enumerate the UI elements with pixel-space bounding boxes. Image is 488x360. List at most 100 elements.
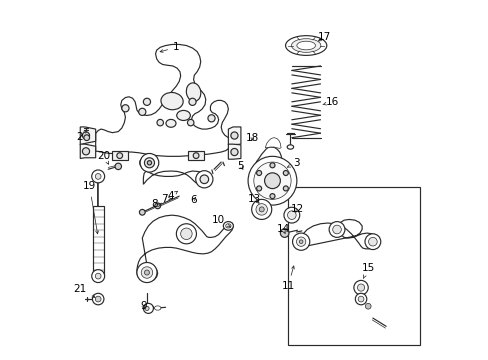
Circle shape bbox=[83, 135, 89, 140]
Text: 21: 21 bbox=[74, 284, 95, 297]
Circle shape bbox=[299, 240, 303, 243]
Text: 10: 10 bbox=[212, 215, 230, 227]
Circle shape bbox=[193, 153, 199, 158]
Circle shape bbox=[147, 161, 151, 165]
Polygon shape bbox=[228, 127, 241, 145]
Circle shape bbox=[280, 229, 288, 237]
Text: 2: 2 bbox=[76, 130, 86, 142]
Circle shape bbox=[140, 153, 159, 172]
Text: 4: 4 bbox=[167, 191, 177, 201]
Circle shape bbox=[328, 222, 344, 237]
Bar bbox=[287, 187, 419, 345]
Circle shape bbox=[251, 199, 271, 220]
Circle shape bbox=[139, 108, 145, 116]
Circle shape bbox=[353, 280, 367, 295]
Ellipse shape bbox=[291, 39, 320, 52]
Text: 8: 8 bbox=[150, 199, 160, 210]
Text: 1: 1 bbox=[160, 42, 179, 52]
Circle shape bbox=[364, 234, 380, 249]
Circle shape bbox=[269, 163, 274, 168]
Circle shape bbox=[137, 262, 157, 283]
Circle shape bbox=[117, 153, 122, 158]
Polygon shape bbox=[254, 147, 284, 197]
Circle shape bbox=[82, 148, 89, 155]
Text: 7: 7 bbox=[161, 194, 171, 204]
Circle shape bbox=[255, 204, 267, 215]
Polygon shape bbox=[140, 157, 207, 184]
Circle shape bbox=[144, 306, 149, 311]
Circle shape bbox=[259, 207, 264, 212]
Circle shape bbox=[141, 267, 152, 278]
Polygon shape bbox=[265, 138, 281, 148]
Circle shape bbox=[283, 186, 288, 191]
Circle shape bbox=[82, 132, 89, 139]
Text: 20: 20 bbox=[97, 150, 110, 164]
Circle shape bbox=[292, 233, 309, 250]
Polygon shape bbox=[112, 151, 128, 160]
Circle shape bbox=[355, 293, 366, 305]
Circle shape bbox=[143, 98, 150, 105]
Circle shape bbox=[256, 186, 261, 191]
Circle shape bbox=[176, 224, 196, 244]
Polygon shape bbox=[80, 144, 96, 158]
Polygon shape bbox=[93, 206, 103, 274]
Circle shape bbox=[283, 171, 288, 176]
Polygon shape bbox=[80, 127, 96, 145]
Ellipse shape bbox=[285, 36, 326, 55]
Circle shape bbox=[92, 170, 104, 183]
Circle shape bbox=[357, 296, 363, 302]
Circle shape bbox=[284, 207, 299, 223]
Circle shape bbox=[139, 210, 145, 215]
Circle shape bbox=[187, 120, 194, 126]
Circle shape bbox=[368, 237, 376, 246]
Ellipse shape bbox=[186, 83, 201, 102]
Text: 16: 16 bbox=[322, 97, 338, 107]
Circle shape bbox=[332, 225, 341, 234]
Circle shape bbox=[155, 203, 160, 209]
Circle shape bbox=[207, 115, 215, 122]
Circle shape bbox=[143, 303, 153, 314]
Ellipse shape bbox=[286, 145, 293, 149]
Text: 13: 13 bbox=[247, 194, 261, 204]
Circle shape bbox=[287, 211, 296, 220]
Ellipse shape bbox=[161, 93, 183, 110]
Circle shape bbox=[115, 163, 121, 170]
Polygon shape bbox=[96, 44, 230, 156]
Circle shape bbox=[95, 296, 101, 302]
Circle shape bbox=[180, 228, 192, 239]
Circle shape bbox=[144, 158, 154, 168]
Circle shape bbox=[253, 162, 290, 199]
Circle shape bbox=[144, 270, 149, 275]
Circle shape bbox=[264, 173, 280, 189]
Text: 11: 11 bbox=[281, 266, 294, 291]
Ellipse shape bbox=[296, 41, 315, 50]
Circle shape bbox=[365, 303, 370, 309]
Circle shape bbox=[230, 148, 238, 156]
Ellipse shape bbox=[154, 306, 161, 310]
Circle shape bbox=[269, 194, 274, 199]
Ellipse shape bbox=[223, 222, 233, 230]
Ellipse shape bbox=[165, 120, 176, 127]
Circle shape bbox=[247, 156, 296, 205]
Text: 18: 18 bbox=[245, 133, 259, 143]
Circle shape bbox=[92, 293, 104, 305]
Ellipse shape bbox=[225, 224, 230, 228]
Polygon shape bbox=[137, 215, 233, 281]
Text: 17: 17 bbox=[317, 32, 330, 42]
Circle shape bbox=[95, 174, 101, 179]
Text: 14: 14 bbox=[276, 225, 289, 234]
Polygon shape bbox=[228, 144, 241, 159]
Text: 15: 15 bbox=[361, 263, 374, 278]
Circle shape bbox=[188, 98, 196, 105]
Circle shape bbox=[256, 171, 261, 176]
Text: 12: 12 bbox=[290, 204, 304, 215]
Circle shape bbox=[200, 175, 208, 184]
Text: 6: 6 bbox=[190, 195, 197, 205]
Text: 5: 5 bbox=[236, 161, 243, 171]
Circle shape bbox=[357, 284, 364, 291]
Text: 19: 19 bbox=[83, 181, 98, 234]
Circle shape bbox=[122, 105, 129, 112]
Text: 9: 9 bbox=[140, 301, 146, 311]
Polygon shape bbox=[296, 220, 377, 249]
Circle shape bbox=[195, 171, 212, 188]
